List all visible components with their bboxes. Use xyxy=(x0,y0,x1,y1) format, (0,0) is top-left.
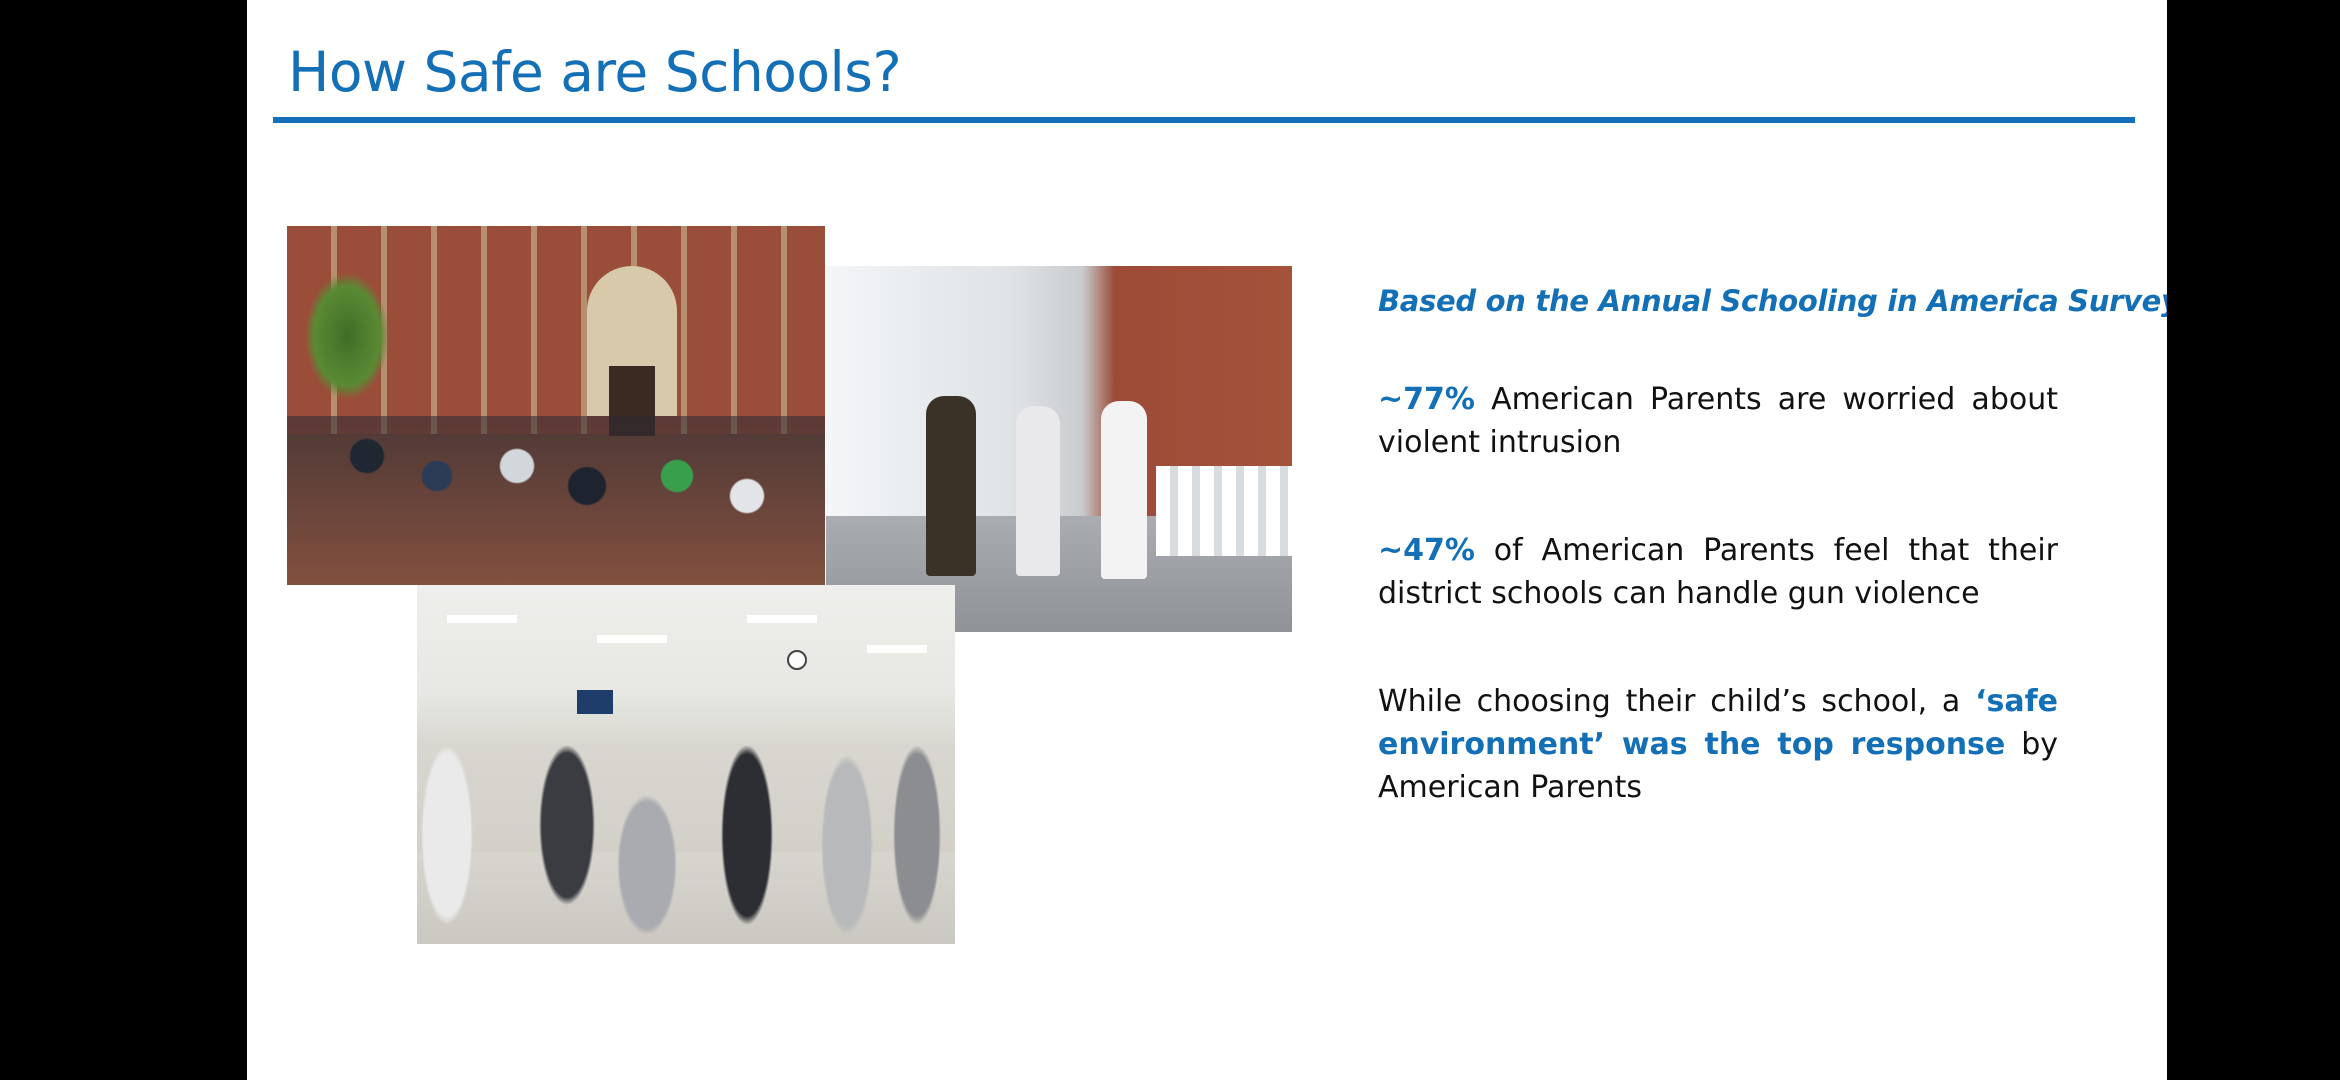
school-hallway-officer-photo xyxy=(826,266,1292,632)
student-figure xyxy=(1016,406,1060,576)
student-figure xyxy=(1101,401,1147,579)
stat-suffix: by American Parents xyxy=(1378,727,2058,805)
ceiling-lights xyxy=(417,605,955,665)
cafeteria-students xyxy=(417,715,955,944)
stat-percent-47: ~47% xyxy=(1378,533,1475,568)
slide: How Safe are Schools? Based on the Annua… xyxy=(247,0,2167,1080)
survey-heading: Based on the Annual Schooling in America… xyxy=(1378,284,2167,318)
school-cafeteria-students-photo xyxy=(417,585,955,944)
stat-worried-intrusion: ~77% American Parents are worried about … xyxy=(1378,378,2058,464)
hallway-chairs xyxy=(1156,466,1292,556)
survey-text-block: Based on the Annual Schooling in America… xyxy=(1378,280,2167,874)
student-crowd xyxy=(287,416,825,585)
stat-text: American Parents are worried about viole… xyxy=(1378,382,2058,460)
stat-text: of American Parents feel that their dist… xyxy=(1378,533,2058,611)
stat-safe-environment: While choosing their child’s school, a ‘… xyxy=(1378,680,2058,809)
slide-title: How Safe are Schools? xyxy=(288,40,902,104)
school-exterior-crowd-photo xyxy=(287,226,825,585)
title-underline xyxy=(273,117,2135,123)
wall-clock xyxy=(787,650,807,670)
stat-percent-77: ~77% xyxy=(1378,382,1475,417)
officer-figure xyxy=(926,396,976,576)
wall-screen xyxy=(577,690,613,714)
stat-highlight-safe-environment: ‘safe environment’ was the top response xyxy=(1378,684,2058,762)
stat-prefix: While choosing their child’s school, a xyxy=(1378,684,1976,719)
stat-handle-gun-violence: ~47% of American Parents feel that their… xyxy=(1378,529,2058,615)
